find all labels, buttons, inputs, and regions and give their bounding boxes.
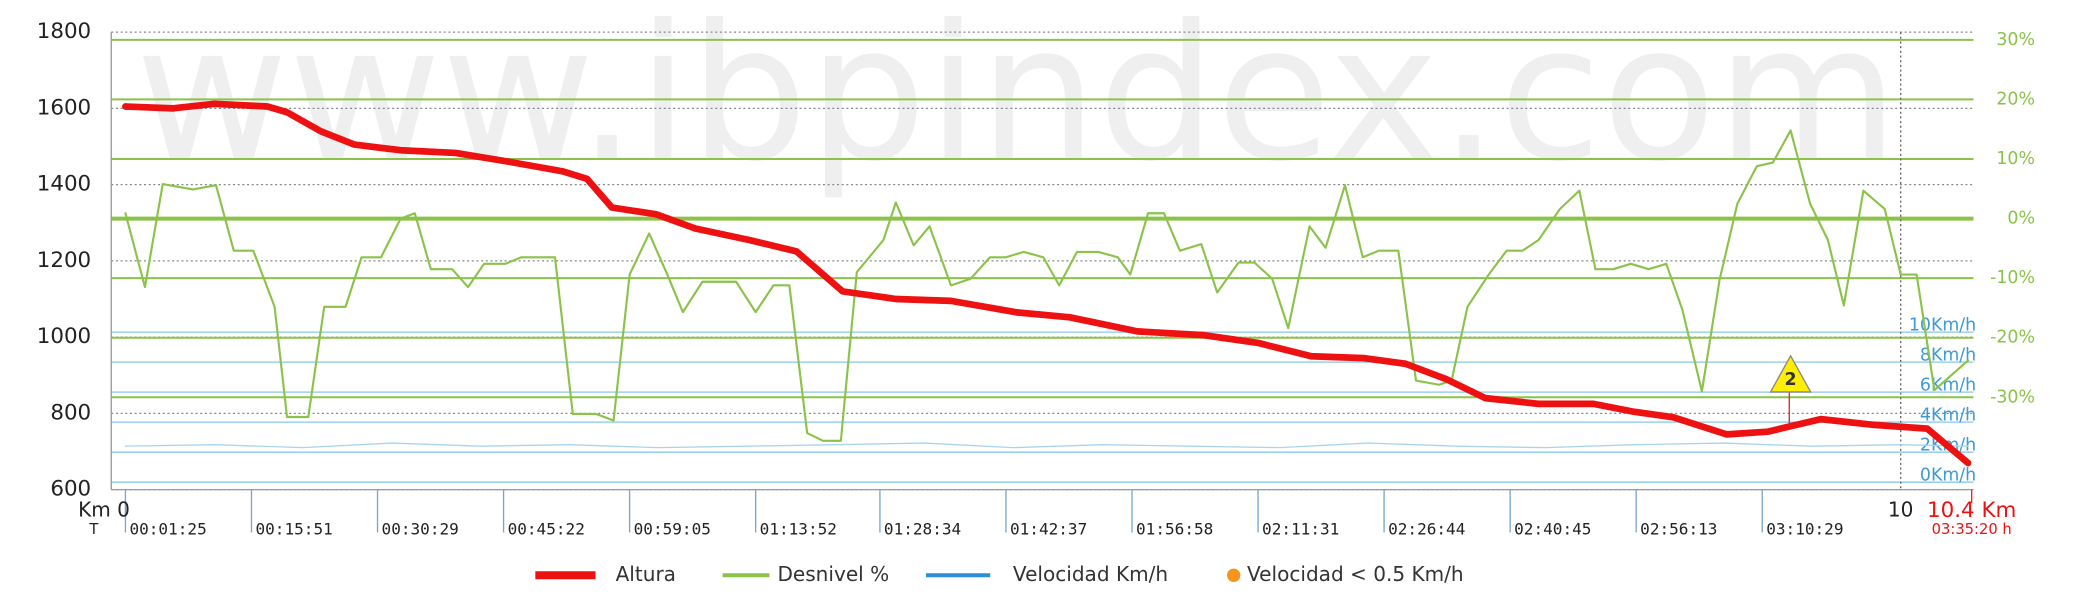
- y3-tick-label: 8Km/h: [1920, 345, 1976, 365]
- y-tick-label: 1400: [37, 172, 91, 197]
- legend-label: Altura: [616, 562, 676, 586]
- time-tick-label: 01:28:34: [884, 519, 961, 538]
- time-tick-label: 00:59:05: [634, 519, 711, 538]
- time-tick-label: 01:42:37: [1010, 519, 1087, 538]
- legend-label: Desnivel %: [777, 562, 889, 586]
- legend-label: Velocidad < 0.5 Km/h: [1247, 562, 1464, 586]
- y2-tick-label: 10%: [1996, 149, 2035, 169]
- x-tick-label: 10.4 Km: [1927, 498, 2016, 523]
- y-tick-label: 1200: [37, 248, 91, 273]
- time-tick-label: 03:10:29: [1766, 519, 1843, 538]
- y3-tick-label: 0Km/h: [1920, 465, 1976, 485]
- time-tick-label: 00:15:51: [255, 519, 332, 538]
- annotation-triangle: [1769, 354, 1812, 393]
- y-tick-label: 1800: [37, 19, 91, 44]
- x-tick-label: Km 0: [78, 498, 130, 522]
- y-tick-label: 1600: [37, 95, 91, 120]
- y3-tick-label: 10Km/h: [1909, 315, 1976, 335]
- y3-tick-label: 4Km/h: [1920, 405, 1976, 425]
- series-line: [124, 442, 1969, 449]
- y2-tick-label: 30%: [1996, 30, 2035, 50]
- series-line: [122, 100, 1972, 467]
- time-tick-label: 01:56:58: [1136, 519, 1213, 538]
- y2-tick-label: -20%: [1990, 328, 2035, 348]
- time-tick-label: 01:13:52: [760, 519, 837, 538]
- total-time: 03:35:20 h: [1932, 521, 2012, 538]
- watermark: www.ibpindex.com: [135, 0, 1899, 203]
- annotation-label: 2: [1785, 370, 1797, 390]
- time-tick-label: 02:26:44: [1388, 519, 1465, 538]
- y-tick-label: 800: [50, 400, 91, 425]
- y2-tick-label: -30%: [1990, 387, 2035, 407]
- time-tick-label: 02:40:45: [1514, 519, 1591, 538]
- series-line: [124, 129, 1970, 442]
- y2-tick-label: 0%: [2007, 209, 2035, 229]
- y2-tick-label: 20%: [1996, 89, 2035, 109]
- time-tick-label: 00:01:25: [129, 519, 206, 538]
- y2-tick-label: -10%: [1990, 268, 2035, 288]
- time-tick-label: 02:56:13: [1640, 519, 1717, 538]
- y-tick-label: 1000: [37, 324, 91, 349]
- time-tick-label: 02:11:31: [1262, 519, 1339, 538]
- time-axis-label: T: [88, 521, 99, 538]
- time-tick-label: 00:45:22: [508, 519, 585, 538]
- time-tick-label: 00:30:29: [382, 519, 459, 538]
- legend-swatch: [1226, 568, 1241, 582]
- legend-label: Velocidad Km/h: [1013, 562, 1168, 586]
- x-tick-label: 10: [1888, 498, 1914, 522]
- y-tick-label: 600: [50, 477, 91, 502]
